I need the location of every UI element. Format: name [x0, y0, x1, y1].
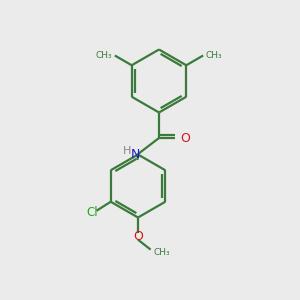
Text: H: H — [123, 146, 131, 156]
Text: O: O — [181, 131, 190, 145]
Text: O: O — [133, 230, 143, 243]
Text: N: N — [131, 148, 141, 161]
Text: CH₃: CH₃ — [206, 51, 222, 60]
Text: Cl: Cl — [86, 206, 98, 219]
Text: CH₃: CH₃ — [96, 51, 112, 60]
Text: CH₃: CH₃ — [153, 248, 169, 257]
